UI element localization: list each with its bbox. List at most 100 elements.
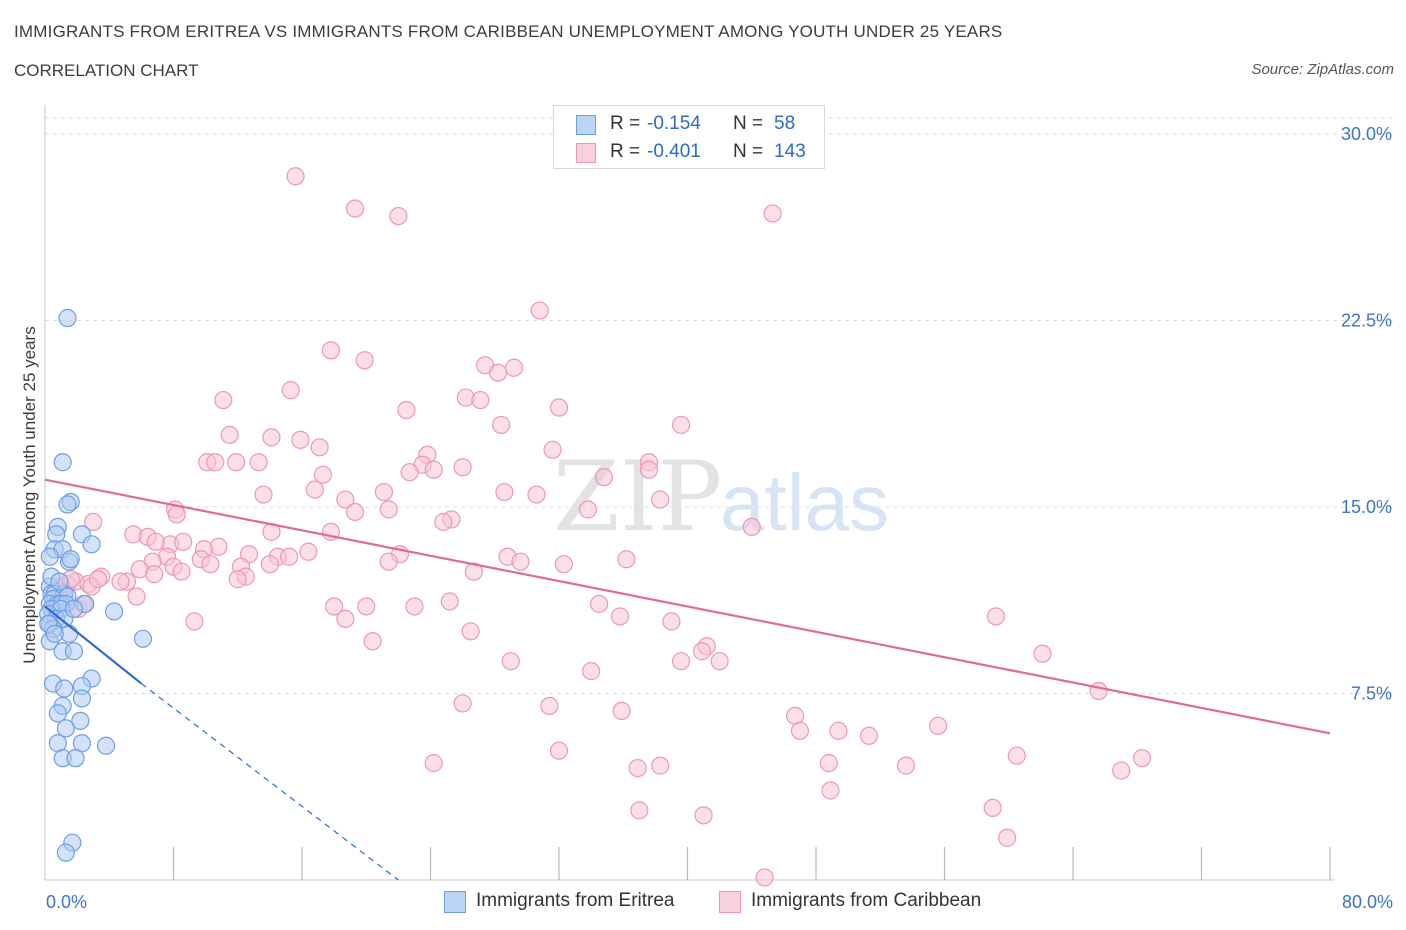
eritrea-trend-extension: [141, 683, 399, 881]
eritrea-points: [39, 308, 153, 862]
caribbean-point: [763, 204, 782, 223]
x-tick-label-max: 80.0%: [1342, 892, 1393, 912]
r-label: R =: [610, 141, 641, 162]
caribbean-point: [594, 468, 614, 487]
caribbean-swatch: [719, 891, 741, 913]
caribbean-point: [299, 542, 318, 561]
caribbean-point: [227, 453, 246, 472]
caribbean-point: [111, 572, 130, 591]
caribbean-point: [590, 594, 609, 614]
eritrea-point: [82, 535, 101, 554]
caribbean-point: [617, 550, 636, 569]
caribbean-point: [549, 398, 569, 417]
eritrea-point: [133, 629, 153, 648]
caribbean-point: [651, 490, 670, 509]
caribbean-point: [214, 390, 233, 410]
caribbean-point: [400, 463, 419, 482]
stats-legend: R = -0.154 N = 58 R = -0.401 N = 143: [553, 105, 825, 169]
eritrea-point: [66, 749, 85, 768]
caribbean-point: [755, 868, 774, 887]
eritrea-point: [104, 602, 124, 621]
caribbean-point: [172, 562, 191, 581]
caribbean-point: [790, 721, 810, 740]
caribbean-point: [495, 482, 514, 502]
caribbean-point: [127, 587, 146, 606]
caribbean-point: [628, 758, 647, 778]
caribbean-point: [1132, 749, 1152, 768]
y-tick-label: 15.0%: [1341, 497, 1392, 517]
r-label: R =: [610, 113, 641, 134]
y-tick-label: 30.0%: [1341, 124, 1392, 144]
watermark: ZIP atlas: [553, 441, 889, 553]
eritrea-point: [72, 689, 92, 708]
caribbean-point: [1033, 644, 1052, 663]
caribbean-point: [355, 351, 374, 370]
caribbean-point: [530, 301, 549, 320]
caribbean-point: [310, 438, 329, 457]
caribbean-point: [829, 721, 848, 740]
caribbean-point: [286, 167, 305, 186]
caribbean-point: [461, 622, 480, 641]
caribbean-point: [405, 597, 424, 616]
caribbean-point: [453, 694, 472, 713]
caribbean-point: [249, 453, 268, 472]
caribbean-point: [610, 607, 630, 626]
caribbean-point: [671, 652, 691, 671]
caribbean-point: [543, 440, 562, 459]
caribbean-point: [692, 642, 712, 661]
caribbean-point: [424, 754, 443, 773]
caribbean-point: [896, 756, 916, 775]
caribbean-point: [540, 696, 559, 716]
legend-label-caribbean: Immigrants from Caribbean: [751, 890, 982, 911]
caribbean-point: [260, 555, 279, 574]
caribbean-point: [374, 482, 394, 502]
chart-subtitle: CORRELATION CHART: [14, 61, 199, 80]
caribbean-point: [492, 415, 511, 435]
caribbean-point: [1007, 746, 1026, 765]
caribbean-point: [325, 597, 344, 616]
caribbean-point: [501, 652, 520, 671]
caribbean-point: [345, 502, 365, 522]
eritrea-point: [56, 719, 75, 738]
caribbean-point: [662, 612, 681, 631]
eritrea-point: [58, 495, 77, 514]
watermark-zip: ZIP: [553, 441, 722, 553]
caribbean-point: [357, 597, 376, 616]
caribbean-point: [84, 512, 103, 532]
caribbean-point: [379, 552, 398, 571]
caribbean-point: [582, 662, 601, 681]
caribbean-point: [254, 485, 273, 504]
caribbean-point: [671, 415, 691, 435]
trend-lines: [44, 478, 1331, 881]
caribbean-point: [651, 756, 670, 775]
n-value: 143: [774, 141, 806, 162]
eritrea-swatch: [576, 115, 596, 135]
caribbean-point: [262, 428, 281, 447]
caribbean-point: [424, 460, 443, 479]
caribbean-swatch: [576, 143, 596, 163]
eritrea-point: [96, 736, 116, 755]
n-label: N =: [733, 113, 764, 134]
x-tick-label-min: 0.0%: [46, 892, 87, 912]
caribbean-point: [363, 632, 382, 651]
caribbean-point: [488, 363, 508, 382]
caribbean-point: [742, 517, 761, 536]
caribbean-point: [453, 458, 472, 477]
caribbean-point: [88, 570, 108, 589]
caribbean-trend-line: [44, 478, 1331, 735]
caribbean-point: [694, 806, 713, 825]
caribbean-point: [471, 390, 490, 410]
y-axis-label: Unemployment Among Youth under 25 years: [20, 326, 39, 663]
y-tick-label: 7.5%: [1351, 684, 1392, 704]
caribbean-point: [464, 562, 483, 581]
caribbean-point: [379, 500, 398, 519]
n-label: N =: [733, 141, 764, 162]
series-legend: Immigrants from Eritrea Immigrants from …: [0, 890, 1406, 916]
caribbean-point: [612, 701, 631, 721]
chart-title: IMMIGRANTS FROM ERITREA VS IMMIGRANTS FR…: [14, 22, 1003, 41]
caribbean-point: [819, 754, 838, 773]
caribbean-point: [434, 512, 453, 532]
caribbean-point: [1089, 681, 1108, 701]
caribbean-point: [983, 798, 1002, 817]
caribbean-point: [280, 547, 299, 566]
